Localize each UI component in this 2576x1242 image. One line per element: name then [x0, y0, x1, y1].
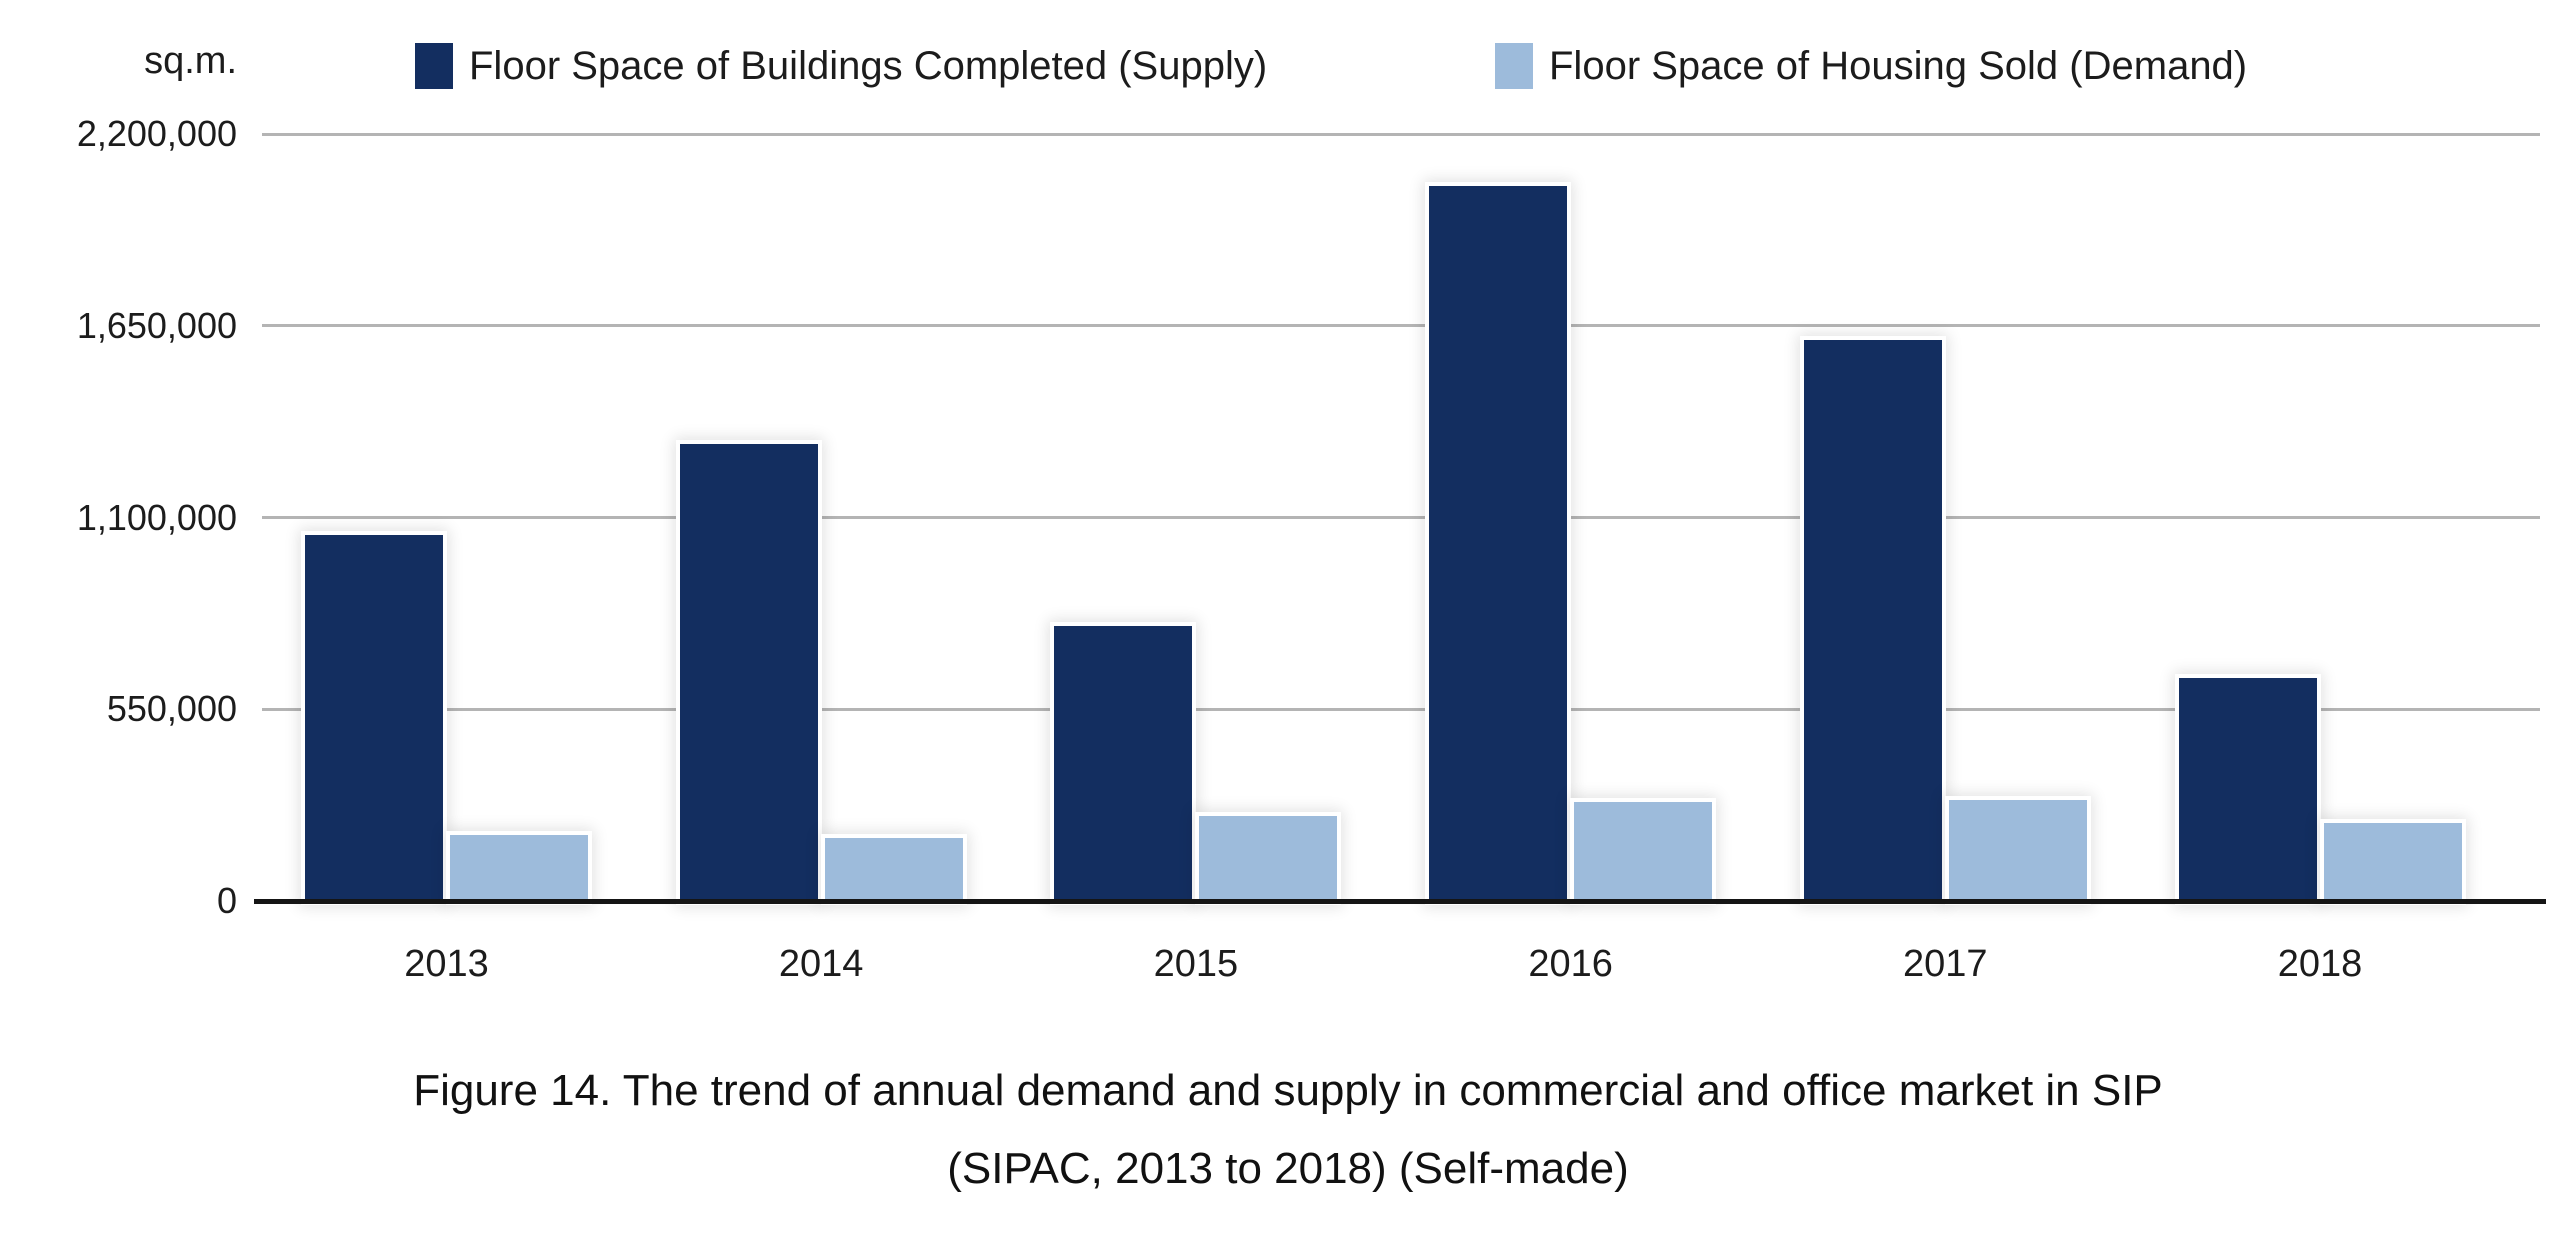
y-axis-tick-1,100,000: 1,100,000 [76, 496, 237, 538]
bar-supply-2018 [2178, 677, 2317, 901]
x-axis-label-2015: 2015 [1153, 943, 1239, 985]
plot-area: 0 550,000 1,100,000 1,650,000 2,200,000 2013 2… [76, 113, 2546, 985]
x-axis-label-2016: 2016 [1528, 943, 1613, 985]
caption-line-2: (SIPAC, 2013 to 2018) (Self-made) [947, 1144, 1629, 1193]
bar-demand-2016 [1574, 801, 1713, 901]
bar-demand-2013 [450, 834, 588, 901]
legend-item-demand: Floor Space of Housing Sold (Demand) [1495, 38, 2247, 94]
legend-label-supply: Floor Space of Buildings Completed (Supp… [469, 43, 1268, 88]
legend: Floor Space of Buildings Completed (Supp… [0, 38, 2576, 98]
bar-supply-2016 [1429, 186, 1568, 901]
bar-supply-2017 [1803, 339, 1942, 901]
figure-caption: Figure 14. The trend of annual demand an… [0, 1052, 2576, 1208]
y-axis-tick-2,200,000: 2,200,000 [76, 113, 237, 154]
y-axis-unit-label: sq.m. [144, 40, 237, 82]
legend-label-demand: Floor Space of Housing Sold (Demand) [1549, 43, 2248, 88]
legend-swatch-demand [1495, 43, 1533, 89]
x-axis-label-2014: 2014 [778, 943, 864, 985]
caption-line-1: Figure 14. The trend of annual demand an… [413, 1066, 2163, 1115]
bar-supply-2013 [305, 534, 443, 901]
x-axis-label-2018: 2018 [2277, 943, 2363, 985]
y-axis-tick-1,650,000: 1,650,000 [76, 304, 237, 346]
bar-demand-2018 [2323, 822, 2462, 901]
bar-demand-2015 [1199, 815, 1338, 901]
y-axis-tick-550,000: 550,000 [106, 688, 237, 730]
bar-demand-2014 [824, 838, 963, 901]
gridline-1,650,000 [262, 324, 2540, 328]
bar-supply-2015 [1054, 625, 1193, 901]
gridline-550,000 [262, 707, 2540, 711]
bar-demand-2017 [1948, 799, 2087, 901]
x-axis-label-2017: 2017 [1903, 943, 1988, 985]
x-axis-line [254, 899, 2546, 904]
x-axis-label-2013: 2013 [404, 943, 489, 985]
bar-supply-2014 [679, 444, 818, 901]
legend-item-supply: Floor Space of Buildings Completed (Supp… [415, 38, 1267, 94]
legend-swatch-supply [415, 43, 453, 89]
gridline-1,100,000 [262, 516, 2540, 519]
y-axis-tick-0: 0 [216, 880, 237, 921]
gridline-2,200,000 [262, 132, 2540, 136]
